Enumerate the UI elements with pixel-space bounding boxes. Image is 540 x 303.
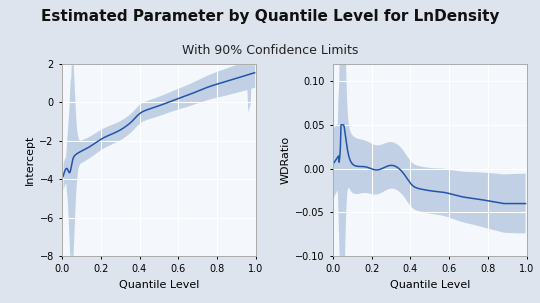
Y-axis label: WDRatio: WDRatio [281, 136, 291, 184]
X-axis label: Quantile Level: Quantile Level [119, 280, 199, 290]
Text: With 90% Confidence Limits: With 90% Confidence Limits [182, 44, 358, 57]
Text: Estimated Parameter by Quantile Level for LnDensity: Estimated Parameter by Quantile Level fo… [40, 9, 500, 24]
X-axis label: Quantile Level: Quantile Level [389, 280, 470, 290]
Y-axis label: Intercept: Intercept [25, 135, 35, 185]
